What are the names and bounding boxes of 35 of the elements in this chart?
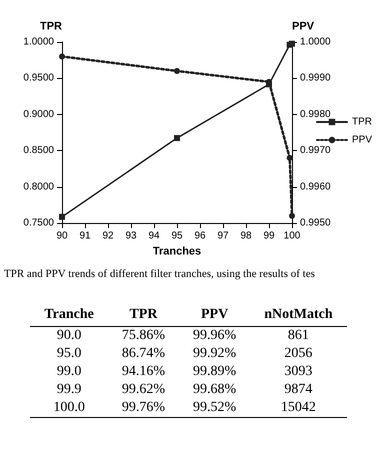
y-tick-label: 0.7500 — [23, 218, 54, 229]
x-tick-label: 94 — [148, 230, 160, 242]
y2-tick-label: 0.9960 — [300, 181, 332, 192]
y2-tick-label: 0.9950 — [300, 218, 332, 229]
x-tick-label: 99 — [263, 230, 275, 242]
text: 95.0 86.74% 99.92% 2056 — [56, 346, 312, 361]
y2-axis-title: PPV — [292, 20, 315, 32]
text: Tranche TPR PPV nNotMatch — [44, 307, 333, 322]
text: 99.0 94.16% 99.89% 3093 — [56, 364, 312, 379]
x-tick-label: 90 — [56, 230, 68, 242]
legend-label: TPR — [352, 116, 372, 128]
x-tick-label: 95 — [171, 230, 183, 242]
x-tick-label: 97 — [217, 230, 229, 242]
x-axis-title: Tranches — [152, 246, 202, 258]
y-tick-label: 1.0000 — [23, 36, 54, 48]
x-tick-label: 92 — [102, 230, 114, 242]
x-tick-label: 98 — [240, 230, 252, 242]
x-tick-label: 96 — [194, 230, 206, 242]
y2-tick-label: 0.9980 — [300, 108, 332, 120]
text: TPR and PPV trends of different filter tranches, using the results of tes — [4, 268, 316, 280]
x-tick-label: 93 — [125, 230, 137, 242]
text: 90.0 75.86% 99.96% 861 — [56, 328, 309, 343]
legend-label: PPV — [352, 134, 372, 146]
y2-tick-label: 0.9990 — [300, 72, 332, 84]
x-tick-label: 100 — [284, 230, 301, 242]
text: 99.9 99.62% 99.68% 9874 — [56, 382, 312, 397]
y-tick-label: 0.9500 — [23, 72, 54, 84]
y-axis-title: TPR — [40, 20, 62, 32]
y2-tick-label: 1.0000 — [300, 36, 332, 48]
x-tick-label: 91 — [79, 230, 91, 242]
y-tick-label: 0.8500 — [23, 145, 54, 156]
y-tick-label: 0.8000 — [23, 181, 54, 192]
y-tick-label: 0.9000 — [23, 108, 54, 120]
text: 100.0 99.76% 99.52% 15042 — [53, 400, 316, 415]
y2-tick-label: 0.9970 — [300, 145, 332, 156]
